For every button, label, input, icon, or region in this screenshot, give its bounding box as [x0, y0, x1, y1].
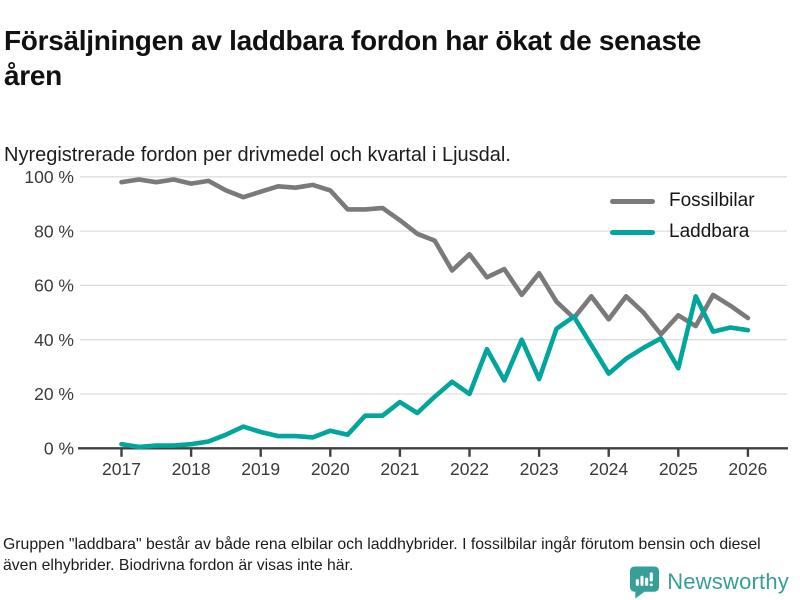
svg-text:60 %: 60 % [34, 276, 74, 296]
newsworthy-logo: Newsworthy [629, 565, 789, 599]
chart-legend: Fossilbilar Laddbara [610, 189, 755, 244]
svg-text:2019: 2019 [241, 459, 280, 479]
svg-text:100 %: 100 % [24, 167, 74, 187]
svg-text:2022: 2022 [450, 459, 489, 479]
svg-text:80 %: 80 % [34, 221, 74, 241]
svg-text:2017: 2017 [102, 459, 141, 479]
svg-text:0 %: 0 % [44, 439, 74, 459]
svg-text:20 %: 20 % [34, 384, 74, 404]
footnote: Gruppen "laddbara" består av både rena e… [3, 535, 761, 574]
legend-item-fossilbilar: Fossilbilar [610, 189, 755, 213]
legend-item-laddbara: Laddbara [610, 220, 755, 244]
newsworthy-wordmark: Newsworthy [667, 569, 789, 594]
svg-text:2026: 2026 [728, 459, 767, 479]
svg-text:2021: 2021 [380, 459, 419, 479]
svg-text:2018: 2018 [172, 459, 211, 479]
svg-text:40 %: 40 % [34, 330, 74, 350]
line-chart: 0 % 20 % 40 % 60 % 80 % 100 % 2017 2018 2019 2020… [0, 160, 800, 500]
page-title: Försäljningen av laddbara fordon har öka… [4, 24, 702, 91]
legend-label-fossilbilar: Fossilbilar [669, 190, 755, 211]
svg-text:2024: 2024 [589, 459, 628, 479]
svg-text:2025: 2025 [659, 459, 698, 479]
svg-text:2023: 2023 [520, 459, 559, 479]
legend-line-swatch-laddbara [610, 229, 655, 235]
svg-text:2020: 2020 [311, 459, 350, 479]
legend-label-laddbara: Laddbara [669, 221, 750, 242]
legend-line-swatch-fossilbilar [610, 198, 655, 204]
newsworthy-chart-bubble-icon [630, 566, 660, 599]
chart-canvas: 0 % 20 % 40 % 60 % 80 % 100 % 2017 2018 2019 2020… [24, 167, 788, 479]
chart-subtitle: Nyregistrerade fordon per drivmedel och … [4, 144, 511, 166]
